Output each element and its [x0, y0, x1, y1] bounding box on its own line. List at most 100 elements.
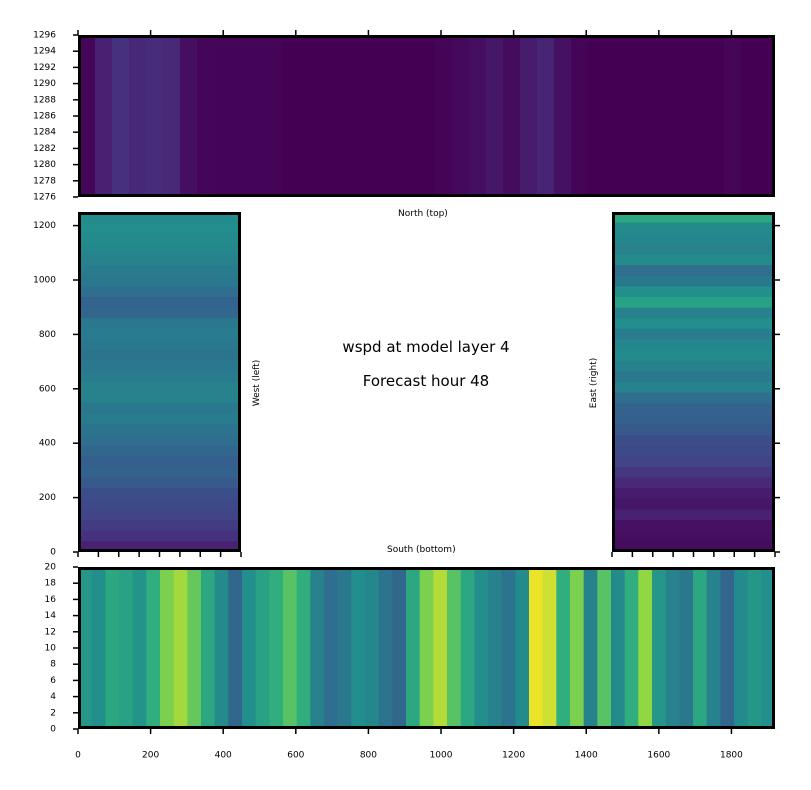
south-cell: [392, 567, 407, 729]
north-cell: [469, 35, 487, 197]
east-cell: [612, 233, 775, 245]
south-cell: [652, 567, 667, 729]
north-cell: [503, 35, 521, 197]
east-cell: [612, 265, 775, 277]
east-cell: [612, 275, 775, 287]
west-cell: [78, 445, 241, 457]
north-cell: [622, 35, 640, 197]
east-cell: [612, 456, 775, 468]
south-cell: [269, 567, 284, 729]
east-cell: [612, 286, 775, 298]
north-cell: [112, 35, 130, 197]
west-cell: [78, 467, 241, 479]
west-ytick-label: 800: [39, 330, 56, 340]
west-cell: [78, 307, 241, 319]
south-cell: [501, 567, 516, 729]
north-cell: [605, 35, 623, 197]
south-xtick-label: 800: [360, 751, 377, 761]
east-cell: [612, 339, 775, 351]
south-cell: [679, 567, 694, 729]
west-cell: [78, 339, 241, 351]
south-cell: [365, 567, 380, 729]
east-cell: [612, 424, 775, 436]
south-cell: [337, 567, 352, 729]
south-xtick-label: 1400: [575, 751, 598, 761]
west-cell: [78, 297, 241, 309]
east-cell: [612, 243, 775, 256]
south-cell: [734, 567, 749, 729]
south-cell: [624, 567, 639, 729]
north-cell: [197, 35, 215, 197]
north-ytick-label: 1296: [33, 31, 56, 41]
north-cell: [95, 35, 113, 197]
south-label: South (bottom): [387, 545, 456, 555]
west-cell: [78, 243, 241, 256]
south-cell: [173, 567, 188, 729]
west-ytick-label: 600: [39, 384, 56, 394]
east-cell: [612, 350, 775, 362]
south-cell: [638, 567, 653, 729]
east-cell: [612, 445, 775, 457]
east-cell: [612, 328, 775, 341]
south-cell: [378, 567, 393, 729]
south-cell: [419, 567, 434, 729]
north-cell: [265, 35, 283, 197]
east-cell: [612, 212, 775, 224]
south-cell: [447, 567, 462, 729]
south-ytick-label: 2: [50, 708, 56, 718]
south-cell: [583, 567, 598, 729]
east-cell: [612, 382, 775, 394]
west-ytick-label: 1000: [33, 276, 56, 286]
west-cell: [78, 233, 241, 245]
north-cell: [299, 35, 317, 197]
west-cell: [78, 392, 241, 404]
south-xtick-label: 0: [75, 751, 81, 761]
north-cell: [146, 35, 164, 197]
east-cell: [612, 413, 775, 426]
west-ytick-label: 1200: [33, 221, 56, 231]
north-cell: [724, 35, 742, 197]
south-cell: [406, 567, 421, 729]
east-cell: [612, 392, 775, 404]
north-cell: [741, 35, 759, 197]
south-cell: [693, 567, 708, 729]
west-cell: [78, 488, 241, 500]
south-cell: [720, 567, 735, 729]
south-cell: [460, 567, 475, 729]
south-cell: [78, 567, 93, 729]
north-cell: [78, 35, 96, 197]
north-cell: [214, 35, 232, 197]
south-ytick-label: 0: [50, 725, 56, 735]
west-cell: [78, 498, 241, 511]
east-cell: [612, 318, 775, 330]
north-cell: [401, 35, 419, 197]
west-cell: [78, 254, 241, 266]
east-heatmap: [612, 212, 775, 552]
south-ytick-label: 20: [45, 563, 57, 573]
west-ytick-label: 0: [50, 548, 56, 558]
south-cell: [214, 567, 229, 729]
north-cell: [588, 35, 606, 197]
west-ytick-label: 200: [39, 493, 56, 503]
south-heatmap-panel: [78, 567, 775, 729]
west-cell: [78, 403, 241, 415]
south-cell: [255, 567, 270, 729]
south-xtick-label: 600: [287, 751, 304, 761]
south-ytick-label: 14: [45, 611, 57, 621]
north-cell: [231, 35, 249, 197]
north-ytick-label: 1276: [33, 193, 56, 203]
south-cell: [160, 567, 175, 729]
north-cell: [554, 35, 572, 197]
south-cell: [570, 567, 585, 729]
south-xtick-label: 1800: [720, 751, 743, 761]
north-ytick-label: 1280: [33, 160, 56, 170]
south-cell: [488, 567, 503, 729]
south-ytick-label: 6: [50, 676, 56, 686]
south-cell: [91, 567, 106, 729]
west-cell: [78, 371, 241, 383]
north-heatmap: [78, 35, 775, 197]
north-label: North (top): [398, 209, 448, 219]
south-cell: [242, 567, 257, 729]
east-cell: [612, 435, 775, 447]
east-cell: [612, 541, 775, 552]
